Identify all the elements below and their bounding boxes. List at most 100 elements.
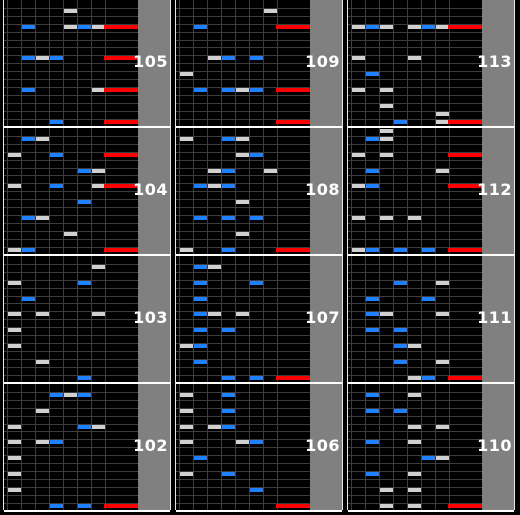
white-note bbox=[408, 216, 421, 220]
white-note bbox=[436, 169, 449, 173]
measure-number-bar bbox=[310, 384, 342, 510]
beat-line bbox=[176, 495, 310, 496]
blue-note bbox=[366, 328, 379, 332]
beat-line bbox=[176, 191, 310, 192]
beat-line bbox=[176, 416, 310, 417]
white-note bbox=[380, 88, 393, 92]
measure-number: 108 bbox=[305, 180, 340, 199]
beat-line bbox=[176, 183, 310, 184]
blue-note bbox=[394, 281, 407, 285]
beat-line bbox=[4, 160, 138, 161]
beat-line bbox=[4, 431, 138, 432]
scratch-note bbox=[448, 504, 482, 508]
beat-line bbox=[348, 223, 482, 224]
white-note bbox=[236, 312, 249, 316]
beat-line bbox=[348, 424, 482, 425]
measure-number: 105 bbox=[133, 52, 168, 71]
beat-line bbox=[176, 296, 310, 297]
beat-line bbox=[176, 71, 310, 72]
white-note bbox=[436, 281, 449, 285]
scratch-note bbox=[448, 120, 482, 124]
beat-line bbox=[348, 471, 482, 472]
white-note bbox=[180, 409, 193, 413]
beat-line bbox=[4, 71, 138, 72]
beat-line bbox=[176, 431, 310, 432]
blue-note bbox=[222, 409, 235, 413]
blue-note bbox=[250, 56, 263, 60]
measure-number: 112 bbox=[477, 180, 512, 199]
beat-line bbox=[348, 231, 482, 232]
beat-line bbox=[176, 311, 310, 312]
beat-line bbox=[176, 335, 310, 336]
chart-column-1: 105 104 103 102 bbox=[3, 0, 171, 512]
beat-line bbox=[176, 319, 310, 320]
beat-line bbox=[4, 47, 138, 48]
blue-note bbox=[194, 216, 207, 220]
white-note bbox=[236, 153, 249, 157]
blue-note bbox=[222, 376, 235, 380]
beat-line bbox=[348, 191, 482, 192]
blue-note bbox=[78, 25, 91, 29]
beat-line bbox=[176, 40, 310, 41]
beat-line bbox=[4, 272, 138, 273]
scratch-note bbox=[104, 56, 138, 60]
beat-line bbox=[176, 95, 310, 96]
white-note bbox=[36, 312, 49, 316]
blue-note bbox=[222, 472, 235, 476]
beat-line bbox=[4, 311, 138, 312]
beat-line bbox=[176, 144, 310, 145]
blue-note bbox=[22, 25, 35, 29]
beat-line bbox=[348, 280, 482, 281]
scratch-note bbox=[276, 504, 310, 508]
white-note bbox=[8, 153, 21, 157]
beat-line bbox=[348, 87, 482, 88]
beat-line bbox=[4, 152, 138, 153]
measure-number: 107 bbox=[305, 308, 340, 327]
beat-line bbox=[348, 447, 482, 448]
beat-line bbox=[348, 479, 482, 480]
beat-line bbox=[176, 392, 310, 393]
measure-112: 112 bbox=[348, 128, 514, 256]
white-note bbox=[64, 393, 77, 397]
white-note bbox=[352, 88, 365, 92]
white-note bbox=[180, 440, 193, 444]
blue-note bbox=[22, 88, 35, 92]
measure-number: 113 bbox=[477, 52, 512, 71]
white-note bbox=[92, 184, 105, 188]
chart-column-2: 109 108 107 106 bbox=[175, 0, 343, 512]
blue-note bbox=[366, 393, 379, 397]
scratch-note bbox=[104, 25, 138, 29]
blue-note bbox=[250, 88, 263, 92]
blue-note bbox=[366, 25, 379, 29]
beat-line bbox=[348, 160, 482, 161]
white-note bbox=[180, 137, 193, 141]
measure-number-bar bbox=[310, 128, 342, 254]
measure-number-bar bbox=[482, 256, 514, 382]
beat-line bbox=[4, 223, 138, 224]
beat-line bbox=[348, 175, 482, 176]
beat-line bbox=[176, 447, 310, 448]
white-note bbox=[208, 169, 221, 173]
measure-number: 103 bbox=[133, 308, 168, 327]
beat-line bbox=[176, 87, 310, 88]
beat-line bbox=[176, 487, 310, 488]
beat-line bbox=[176, 424, 310, 425]
beat-line bbox=[348, 47, 482, 48]
beat-line bbox=[176, 215, 310, 216]
blue-note bbox=[366, 248, 379, 252]
blue-note bbox=[394, 248, 407, 252]
blue-note bbox=[194, 297, 207, 301]
beat-line bbox=[176, 239, 310, 240]
white-note bbox=[180, 393, 193, 397]
beat-line bbox=[348, 264, 482, 265]
beat-line bbox=[348, 455, 482, 456]
beat-line bbox=[176, 280, 310, 281]
beat-line bbox=[348, 168, 482, 169]
blue-note bbox=[78, 504, 91, 508]
blue-note bbox=[78, 376, 91, 380]
measure-number-bar bbox=[138, 0, 170, 126]
beat-line bbox=[4, 168, 138, 169]
blue-note bbox=[422, 376, 435, 380]
blue-note bbox=[78, 425, 91, 429]
scratch-note bbox=[104, 248, 138, 252]
